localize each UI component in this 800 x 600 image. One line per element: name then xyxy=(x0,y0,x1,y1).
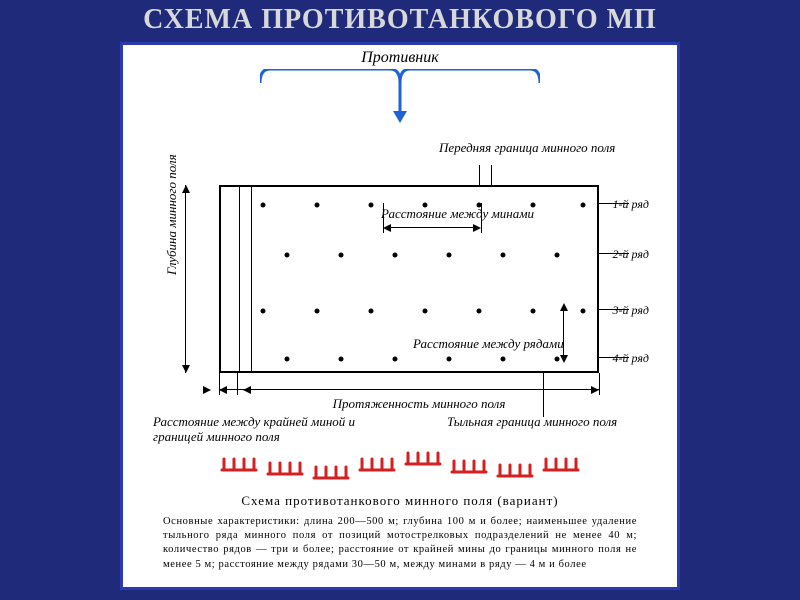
friendly-comb-icon xyxy=(266,455,304,481)
mine-dot xyxy=(339,253,344,258)
mine-dot xyxy=(285,357,290,362)
mine-dot xyxy=(447,357,452,362)
mine-dot xyxy=(555,253,560,258)
row-3-label: 3-й ряд xyxy=(613,303,650,318)
friendly-comb-icon xyxy=(542,451,580,477)
depth-label: Глубина минного поля xyxy=(165,95,180,275)
dist-mines-line xyxy=(391,227,473,228)
row-leader xyxy=(599,357,629,358)
mine-dot xyxy=(315,203,320,208)
row-leader xyxy=(599,203,629,204)
friendly-comb-icon xyxy=(220,451,258,477)
dist-mines-tick xyxy=(383,203,384,233)
row-4-label: 4-й ряд xyxy=(613,351,650,366)
arrow-right-extent xyxy=(591,386,599,394)
depth-dim-line xyxy=(185,185,186,373)
friendly-comb-icon xyxy=(404,445,442,471)
leader-rear xyxy=(543,373,544,417)
mine-dot xyxy=(501,357,506,362)
mine-dot xyxy=(555,357,560,362)
caption-title: Схема противотанкового минного поля (вар… xyxy=(163,493,637,509)
arrow-down-rows xyxy=(560,355,568,363)
page-title: СХЕМА ПРОТИВОТАНКОВОГО МП xyxy=(0,0,800,42)
guide-line xyxy=(239,187,240,371)
extent-tick xyxy=(599,373,600,395)
front-boundary-label: Передняя граница минного поля xyxy=(439,141,619,156)
friendly-combs-row xyxy=(123,451,677,477)
leader-front-2 xyxy=(491,165,492,185)
friendly-comb-icon xyxy=(496,457,534,483)
mine-dot xyxy=(581,309,586,314)
arrow-up-depth xyxy=(182,185,190,193)
caption-body: Основные характеристики: длина 200—500 м… xyxy=(163,515,637,572)
edge-distance-label: Расстояние между крайней миной и границе… xyxy=(153,415,393,445)
mine-dot xyxy=(423,309,428,314)
arrow-l-edge xyxy=(203,386,211,394)
mine-dot xyxy=(501,253,506,258)
diagram-panel: Противник Передняя граница минного поля … xyxy=(120,42,680,590)
mine-dot xyxy=(447,253,452,258)
caption-block: Схема противотанкового минного поля (вар… xyxy=(163,493,637,572)
row-1-label: 1-й ряд xyxy=(613,197,650,212)
friendly-comb-icon xyxy=(358,451,396,477)
dist-rows-line xyxy=(563,309,564,357)
extent-label: Протяженность минного поля xyxy=(289,397,549,412)
mine-dot xyxy=(369,309,374,314)
mine-dot xyxy=(531,309,536,314)
leader-front xyxy=(479,165,480,185)
mine-dot xyxy=(339,357,344,362)
mine-dot xyxy=(261,203,266,208)
mine-dot xyxy=(285,253,290,258)
row-leader xyxy=(599,309,629,310)
row-2-label: 2-й ряд xyxy=(613,247,650,262)
guide-line xyxy=(251,187,252,371)
mine-dot xyxy=(393,253,398,258)
arrow-down-depth xyxy=(182,365,190,373)
arrow-left-extent xyxy=(219,386,227,394)
mine-dot xyxy=(315,309,320,314)
arrow-r-edge xyxy=(243,386,251,394)
mine-dot xyxy=(477,309,482,314)
extent-line xyxy=(219,389,599,390)
edge-tick xyxy=(237,373,238,395)
friendly-comb-icon xyxy=(312,459,350,485)
arrow-right-mines xyxy=(473,224,481,232)
row-leader xyxy=(599,253,629,254)
rear-boundary-label: Тыльная граница минного поля xyxy=(447,415,637,430)
extent-tick xyxy=(219,373,220,395)
mine-dot xyxy=(261,309,266,314)
enemy-label: Противник xyxy=(123,49,677,67)
distance-rows-label: Расстояние между рядами xyxy=(413,337,593,352)
edge-dist-line xyxy=(219,389,237,390)
mine-dot xyxy=(581,203,586,208)
distance-mines-label: Расстояние между минами xyxy=(381,207,561,222)
mine-dot xyxy=(369,203,374,208)
mine-dot xyxy=(393,357,398,362)
arrow-left-mines xyxy=(383,224,391,232)
friendly-comb-icon xyxy=(450,453,488,479)
dist-mines-tick xyxy=(481,203,482,233)
arrow-up-rows xyxy=(560,303,568,311)
enemy-bracket-icon xyxy=(260,69,540,123)
